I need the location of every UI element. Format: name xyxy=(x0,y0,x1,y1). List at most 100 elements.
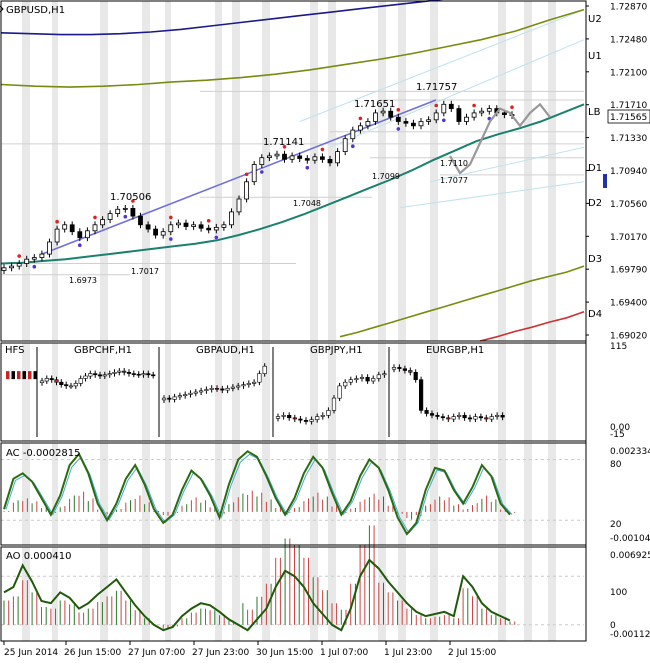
candle-body xyxy=(259,157,265,165)
band-label: U1 xyxy=(588,51,602,62)
price-tick-label: 1.71710 xyxy=(610,101,647,111)
fractal-up-marker xyxy=(358,116,363,121)
session-stripe xyxy=(378,547,386,641)
session-stripe xyxy=(232,547,240,641)
session-stripe xyxy=(215,547,222,641)
candle-body xyxy=(1,267,7,271)
corr-candle xyxy=(402,368,408,371)
corr-candle xyxy=(49,378,54,381)
ac-tick-label: 0.0023346 xyxy=(610,447,650,457)
session-stripe xyxy=(430,343,438,441)
candle-body xyxy=(122,207,128,210)
corr-candle xyxy=(484,417,489,420)
corr-candle xyxy=(489,416,494,420)
candle-body xyxy=(365,121,371,127)
level-label: 1.71651 xyxy=(354,99,395,110)
session-stripe xyxy=(398,443,406,545)
price-tick-label: 1.70170 xyxy=(610,233,647,243)
session-stripe xyxy=(548,547,556,641)
correlation-panel: HFS GBPCHF,H1 GBPAUD,H1 GBPJPY,H1 EURGBP,H1 1… xyxy=(5,342,630,441)
corr-candle xyxy=(141,373,146,376)
level-label: 1.7110 xyxy=(440,159,468,168)
corr-candle xyxy=(418,379,424,411)
session-stripe xyxy=(430,443,438,545)
candle-body xyxy=(266,155,272,158)
corr-candle xyxy=(54,379,59,383)
corr-tick-label: -15 xyxy=(610,430,625,440)
x-tick-label: 27 Jun 23:00 xyxy=(192,648,249,658)
fractal-down-marker xyxy=(169,237,173,241)
candle-body xyxy=(373,112,378,122)
session-stripe xyxy=(328,547,336,641)
fractal-up-marker xyxy=(320,147,325,152)
candle-body xyxy=(410,122,416,127)
candle-body xyxy=(456,108,462,122)
corr-candle xyxy=(376,374,381,379)
session-stripe xyxy=(310,1,318,341)
corr-candle xyxy=(172,396,177,400)
candle-body xyxy=(471,112,477,118)
session-stripe xyxy=(430,1,438,341)
corr-candle xyxy=(241,384,246,387)
candle-body xyxy=(441,103,447,114)
candle-body xyxy=(183,222,189,227)
corr-candle xyxy=(287,414,292,419)
candle-body xyxy=(418,121,424,127)
current-price-label: 1.71565 xyxy=(610,113,647,123)
session-stripe xyxy=(100,1,108,341)
corr-candle xyxy=(220,388,225,391)
candle-body xyxy=(62,224,68,230)
session-stripe xyxy=(100,343,108,441)
corr-candle xyxy=(337,385,342,399)
corr-candle xyxy=(315,416,320,421)
band-d3 xyxy=(339,265,585,338)
session-stripe xyxy=(100,547,108,641)
pair-label: GBPCHF,H1 xyxy=(74,345,132,356)
session-stripe xyxy=(398,1,406,341)
corr-candle xyxy=(413,371,418,380)
corr-candle xyxy=(500,414,505,418)
corr-candle xyxy=(93,373,98,376)
candle-body xyxy=(251,164,257,183)
corr-candle xyxy=(214,387,220,390)
ac-panel: AC -0.0002815 0.0023346 80 20 -0.0010456 xyxy=(1,443,650,545)
session-stripe xyxy=(378,1,386,341)
level-label: 1.71757 xyxy=(416,82,457,93)
ao-tick-label: 100 xyxy=(610,588,627,598)
candle-body xyxy=(31,257,37,260)
session-stripe xyxy=(524,1,532,341)
candle-body xyxy=(327,158,333,164)
candle-body xyxy=(107,213,113,221)
session-stripe xyxy=(498,547,506,641)
session-stripe xyxy=(232,343,240,441)
fractal-down-marker xyxy=(260,170,264,174)
session-stripe xyxy=(398,343,406,441)
corr-candle xyxy=(320,414,325,417)
candle-body xyxy=(304,158,310,161)
corr-candle xyxy=(112,371,117,374)
corr-candle xyxy=(246,383,251,385)
candle-body xyxy=(319,156,325,160)
candle-body xyxy=(357,125,363,131)
session-stripe xyxy=(215,343,222,441)
price-tick-label: 1.72870 xyxy=(610,3,647,13)
session-stripe xyxy=(215,1,222,341)
candle-body xyxy=(47,241,52,255)
corr-candle xyxy=(188,392,193,395)
corr-candle xyxy=(408,370,413,373)
ao-panel: AO 0.000410 0.0069251 100 0-0.0011293 xyxy=(1,525,650,641)
session-stripe xyxy=(498,1,506,341)
session-stripe xyxy=(232,443,240,545)
correlation-label: HFS xyxy=(5,345,24,356)
projection-line xyxy=(449,102,551,175)
ao-label: AO 0.000410 xyxy=(6,551,71,562)
candle-body xyxy=(213,226,219,231)
candle-body xyxy=(479,110,485,114)
price-tick-label: 1.69400 xyxy=(610,299,647,309)
corr-candle xyxy=(478,416,484,419)
corr-candle xyxy=(33,371,37,380)
ac-label: AC -0.0002815 xyxy=(6,448,81,459)
corr-candle xyxy=(467,417,473,420)
corr-candle xyxy=(225,387,230,391)
